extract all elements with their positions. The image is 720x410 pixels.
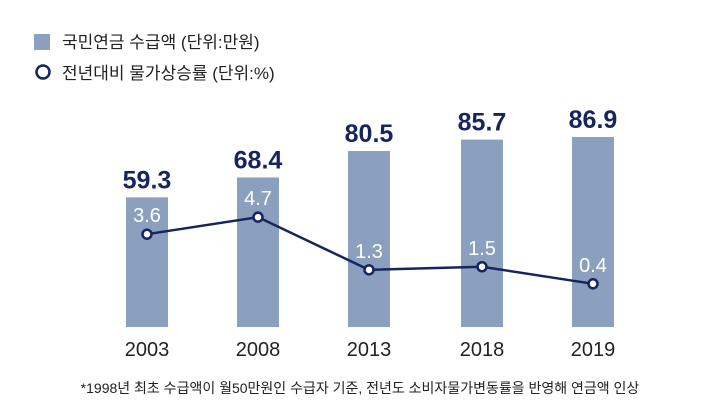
bar (348, 150, 390, 327)
x-tick-label: 2018 (460, 339, 505, 361)
line-value-label: 1.3 (355, 241, 383, 263)
bar-value-label: 86.9 (569, 106, 618, 134)
bar-value-label: 68.4 (234, 146, 283, 174)
line-point (141, 228, 153, 240)
x-tick-label: 2003 (125, 339, 170, 361)
legend-bar-swatch (34, 34, 50, 50)
line-point (587, 278, 599, 290)
line-value-label: 0.4 (579, 255, 607, 277)
bar (126, 197, 168, 327)
legend: 국민연금 수급액 (단위:만원) 전년대비 물가상승률 (단위:%) (34, 33, 275, 83)
x-tick-label: 2013 (347, 339, 392, 361)
label-layer: 59.3 68.4 80.5 85.7 86.9 3.6 4.7 1.3 1.5 0.4 2003 2… (123, 106, 618, 361)
bar (572, 137, 614, 327)
x-tick-label: 2008 (236, 339, 281, 361)
line-value-label: 1.5 (468, 238, 496, 260)
line-point (252, 211, 264, 223)
bar (237, 177, 279, 327)
line-point (476, 261, 488, 273)
footnote: *1998년 최초 수급액이 월50만원인 수급자 기준, 전년도 소비자물가변… (81, 380, 640, 396)
bar-value-label: 85.7 (458, 109, 507, 137)
legend-bar-label: 국민연금 수급액 (단위:만원) (62, 33, 260, 52)
bar-group (126, 137, 614, 327)
line-value-label: 4.7 (244, 188, 272, 210)
bar (461, 139, 503, 327)
line-value-label: 3.6 (133, 205, 161, 227)
bar-value-label: 59.3 (123, 166, 172, 194)
legend-line-marker (35, 64, 51, 80)
legend-line-label: 전년대비 물가상승률 (단위:%) (62, 64, 275, 83)
x-tick-label: 2019 (571, 339, 616, 361)
line-layer (141, 211, 599, 290)
bar-value-label: 80.5 (345, 120, 394, 148)
line-point (363, 264, 375, 276)
